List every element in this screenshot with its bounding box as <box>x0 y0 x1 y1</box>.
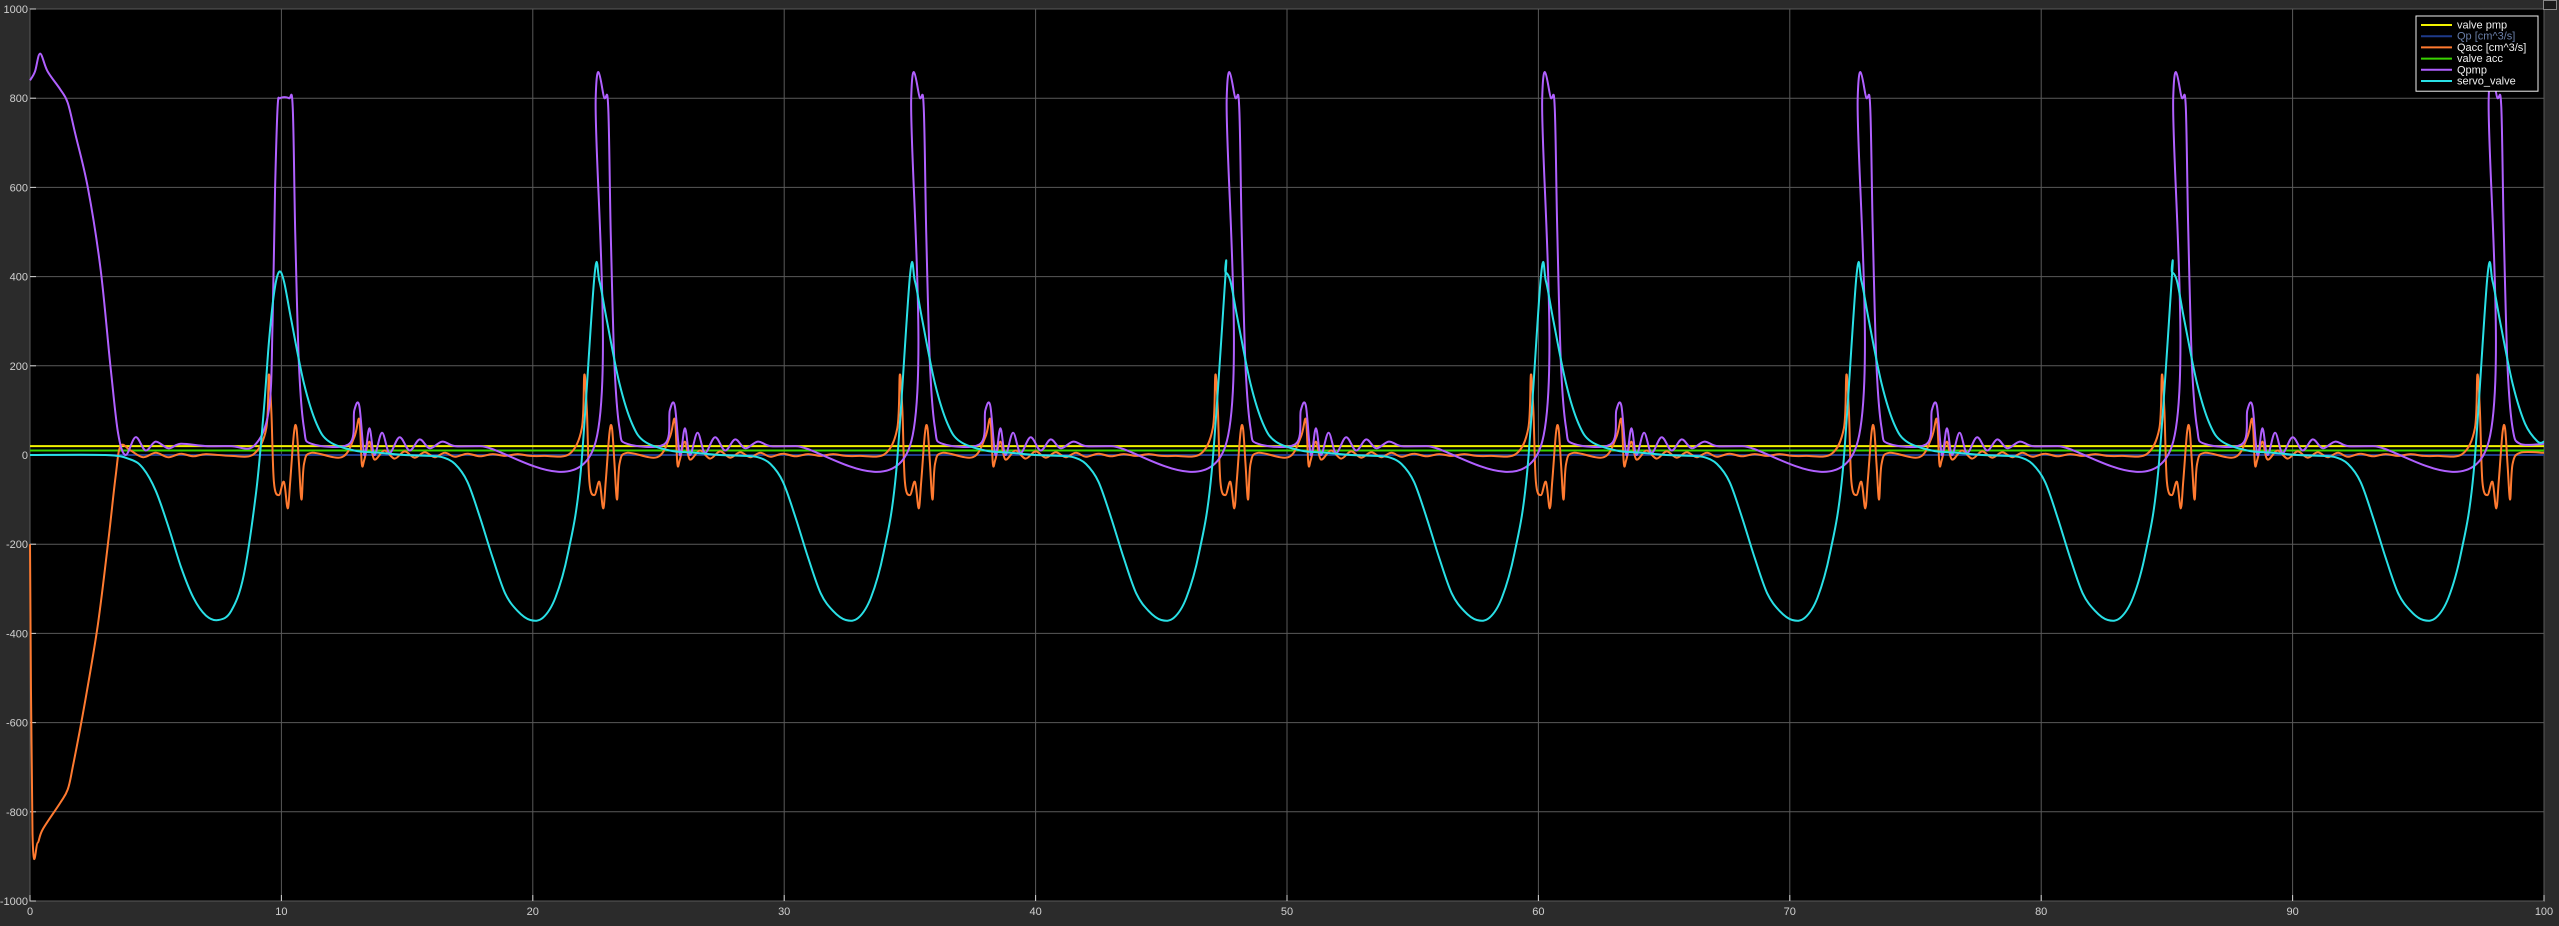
series-line-qpmp <box>29 52 2545 473</box>
y-tick-label: -1000 <box>0 896 28 908</box>
y-tick-label: -800 <box>6 807 28 819</box>
x-axis-ticks: 0 10 20 30 40 50 60 70 80 90 100 <box>27 895 2553 918</box>
x-tick-label: 90 <box>2286 906 2298 918</box>
legend-label-qp-cm-3-s[interactable]: Qp [cm^3/s] <box>2457 31 2515 43</box>
x-tick-label: 20 <box>527 906 539 918</box>
y-tick-label: -200 <box>6 539 28 551</box>
x-tick-label: 0 <box>27 906 33 918</box>
x-tick-label: 30 <box>778 906 790 918</box>
series-layer <box>29 52 2545 860</box>
x-tick-label: 70 <box>1784 906 1796 918</box>
x-tick-label: 40 <box>1029 906 1041 918</box>
x-tick-label: 50 <box>1281 906 1293 918</box>
legend-label-qpmp[interactable]: Qpmp <box>2457 64 2487 76</box>
y-tick-label: 800 <box>10 93 28 105</box>
y-tick-label: 200 <box>10 361 28 373</box>
y-axis-ticks: -1000 -800 -600 -400 -200 0 200 400 600 800 1000 <box>0 4 36 908</box>
x-tick-label: 60 <box>1532 906 1544 918</box>
series-line-servo-valve <box>29 259 2545 622</box>
x-tick-label: 10 <box>275 906 287 918</box>
x-tick-label: 100 <box>2535 906 2553 918</box>
y-tick-label: 0 <box>22 450 28 462</box>
y-tick-label: 1000 <box>4 4 28 16</box>
y-tick-label: 400 <box>10 272 28 284</box>
window-corner-button[interactable] <box>2543 0 2557 10</box>
legend-box <box>2415 15 2539 92</box>
legend-label-valve-pmp[interactable]: valve pmp <box>2457 20 2507 32</box>
y-tick-label: -400 <box>6 628 28 640</box>
legend-label-servo-valve[interactable]: servo_valve <box>2457 76 2516 88</box>
legend-label-qacc-cm-3-s[interactable]: Qacc [cm^3/s] <box>2457 42 2526 54</box>
y-tick-label: -600 <box>6 718 28 730</box>
legend-label-valve-acc[interactable]: valve acc <box>2457 53 2503 65</box>
x-tick-label: 80 <box>2035 906 2047 918</box>
y-tick-label: 600 <box>10 182 28 194</box>
